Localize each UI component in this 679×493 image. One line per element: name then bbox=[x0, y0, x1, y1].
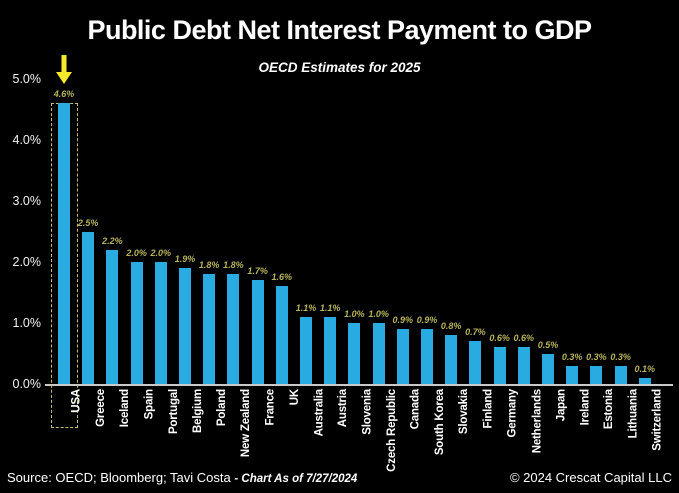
x-axis-label: Finland bbox=[482, 389, 495, 429]
x-axis-label: Portugal bbox=[167, 389, 180, 435]
x-axis-label: Netherlands bbox=[530, 389, 543, 454]
x-axis-label: Czech Republic bbox=[385, 389, 398, 472]
y-axis-tick: 3.0% bbox=[12, 194, 42, 208]
bar-value-label: 2.2% bbox=[102, 235, 123, 246]
x-axis-label: Germany bbox=[506, 389, 519, 438]
bar-portugal bbox=[154, 262, 167, 384]
x-axis-label: New Zealand bbox=[240, 389, 253, 458]
x-axis-label: Australia bbox=[313, 389, 325, 437]
bar-new-zealand bbox=[227, 274, 240, 384]
bar-value-label: 1.0% bbox=[344, 309, 365, 319]
footer-copyright: © 2024 Crescat Capital LLC bbox=[509, 470, 672, 485]
bar-france bbox=[251, 280, 264, 384]
bar-slovakia bbox=[445, 335, 458, 384]
x-axis-label: Lithuania bbox=[627, 389, 640, 439]
bar-czech-republic bbox=[372, 323, 385, 384]
x-axis-label: Poland bbox=[216, 389, 229, 427]
bar-value-label: 1.7% bbox=[247, 266, 268, 277]
bar-iceland bbox=[106, 249, 119, 384]
bar-value-label: 0.6% bbox=[489, 333, 510, 344]
bar-value-label: 0.3% bbox=[561, 351, 583, 362]
bar-spain bbox=[130, 262, 143, 384]
x-axis-label: Slovenia bbox=[361, 389, 374, 435]
bar-finland bbox=[469, 341, 482, 384]
bar-value-label: 0.3% bbox=[586, 351, 607, 362]
bar-estonia bbox=[590, 365, 603, 384]
bar-value-label: 2.5% bbox=[77, 217, 99, 228]
x-axis-label: Slovakia bbox=[458, 389, 471, 435]
y-axis-tick: 1.0% bbox=[12, 316, 42, 330]
y-axis-tick: 5.0% bbox=[12, 72, 42, 86]
x-axis-label: USA bbox=[71, 389, 83, 413]
x-axis-label: Austria bbox=[337, 389, 350, 428]
bar-value-label: 1.8% bbox=[198, 260, 220, 271]
source-text: Source: OECD; Bloomberg; Tavi Costa bbox=[7, 470, 235, 485]
bar-south-korea bbox=[421, 329, 433, 384]
x-axis-label: Ireland bbox=[579, 389, 592, 426]
footer-source: Source: OECD; Bloomberg; Tavi Costa - Ch… bbox=[7, 470, 357, 485]
y-axis-tick: 0.0% bbox=[12, 377, 42, 391]
bar-austria bbox=[324, 316, 337, 384]
bar-australia bbox=[300, 316, 312, 384]
bar-germany bbox=[493, 347, 506, 384]
y-axis-tick: 4.0% bbox=[12, 133, 42, 147]
down-arrow-icon bbox=[56, 55, 72, 90]
bar-value-label: 1.9% bbox=[174, 254, 196, 265]
x-axis-line bbox=[45, 384, 673, 386]
bar-value-label: 1.0% bbox=[368, 309, 389, 319]
x-axis-label: UK bbox=[288, 389, 301, 406]
x-axis-label: France bbox=[264, 389, 277, 426]
bar-value-label: 0.9% bbox=[392, 315, 414, 326]
bar-usa bbox=[58, 103, 70, 384]
bar-value-label: 1.1% bbox=[319, 302, 341, 313]
x-axis-label: Canada bbox=[409, 389, 422, 430]
bar-netherlands bbox=[517, 347, 530, 384]
bar-value-label: 0.6% bbox=[513, 333, 535, 344]
x-axis-label: Spain bbox=[143, 389, 156, 420]
bar-switzerland bbox=[638, 377, 651, 384]
bar-value-label: 2.0% bbox=[126, 248, 147, 258]
x-axis-label: Greece bbox=[95, 389, 108, 427]
bar-ireland bbox=[566, 365, 579, 384]
x-axis-label: Estonia bbox=[603, 389, 616, 430]
bar-value-label: 4.6% bbox=[53, 89, 75, 100]
x-axis-label: South Korea bbox=[434, 389, 446, 456]
bar-value-label: 1.8% bbox=[223, 260, 244, 271]
bar-value-label: 2.0% bbox=[150, 248, 172, 258]
bar-greece bbox=[82, 231, 95, 384]
bar-value-label: 0.1% bbox=[634, 363, 656, 374]
x-axis-label: Japan bbox=[555, 389, 567, 422]
bar-poland bbox=[203, 274, 216, 384]
bar-slovenia bbox=[348, 323, 361, 384]
x-axis-label: Iceland bbox=[119, 389, 132, 428]
x-axis-label: Belgium bbox=[192, 389, 204, 433]
y-axis-tick: 2.0% bbox=[12, 255, 42, 269]
x-axis-label: Switzerland bbox=[651, 389, 664, 451]
bar-value-label: 0.3% bbox=[610, 351, 631, 362]
bar-value-label: 0.8% bbox=[440, 321, 462, 332]
bar-value-label: 1.6% bbox=[271, 272, 293, 283]
page-subtitle: OECD Estimates for 2025 bbox=[258, 60, 421, 75]
bar-japan bbox=[542, 353, 554, 384]
bar-canada bbox=[396, 329, 409, 384]
page-title: Public Debt Net Interest Payment to GDP bbox=[87, 15, 592, 45]
bar-lithuania bbox=[614, 365, 627, 384]
bar-uk bbox=[275, 286, 288, 384]
bar-value-label: 1.1% bbox=[295, 302, 317, 313]
bar-value-label: 0.7% bbox=[465, 327, 486, 338]
bar-value-label: 0.9% bbox=[416, 315, 438, 326]
bar-value-label: 0.5% bbox=[537, 339, 559, 350]
bar-belgium bbox=[179, 268, 191, 384]
source-asof-text: - Chart As of 7/27/2024 bbox=[234, 473, 358, 485]
